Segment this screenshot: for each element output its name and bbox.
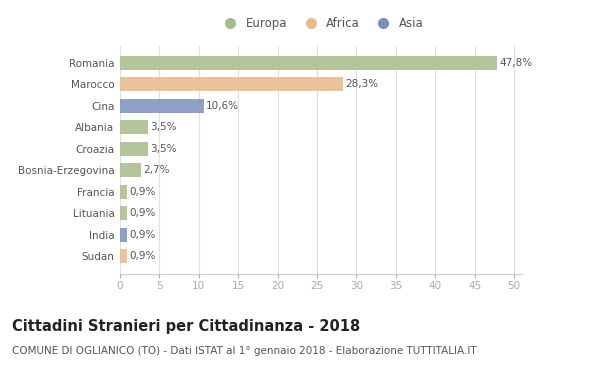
Text: Cittadini Stranieri per Cittadinanza - 2018: Cittadini Stranieri per Cittadinanza - 2… <box>12 319 360 334</box>
Text: 47,8%: 47,8% <box>499 58 532 68</box>
Bar <box>120 163 141 177</box>
Bar <box>120 142 148 156</box>
Text: 10,6%: 10,6% <box>206 101 239 111</box>
Bar <box>120 120 148 135</box>
Text: 0,9%: 0,9% <box>130 208 156 218</box>
Text: 2,7%: 2,7% <box>143 165 170 175</box>
Text: 28,3%: 28,3% <box>346 79 379 89</box>
Bar <box>120 206 127 220</box>
Bar <box>120 56 497 70</box>
Text: COMUNE DI OGLIANICO (TO) - Dati ISTAT al 1° gennaio 2018 - Elaborazione TUTTITAL: COMUNE DI OGLIANICO (TO) - Dati ISTAT al… <box>12 346 476 356</box>
Bar <box>120 249 127 263</box>
Text: 0,9%: 0,9% <box>130 230 156 240</box>
Bar <box>120 185 127 199</box>
Bar <box>120 228 127 242</box>
Text: 0,9%: 0,9% <box>130 187 156 197</box>
Text: 3,5%: 3,5% <box>150 122 176 132</box>
Legend: Europa, Africa, Asia: Europa, Africa, Asia <box>214 13 428 35</box>
Bar <box>120 99 203 113</box>
Text: 3,5%: 3,5% <box>150 144 176 154</box>
Text: 0,9%: 0,9% <box>130 251 156 261</box>
Bar <box>120 78 343 92</box>
